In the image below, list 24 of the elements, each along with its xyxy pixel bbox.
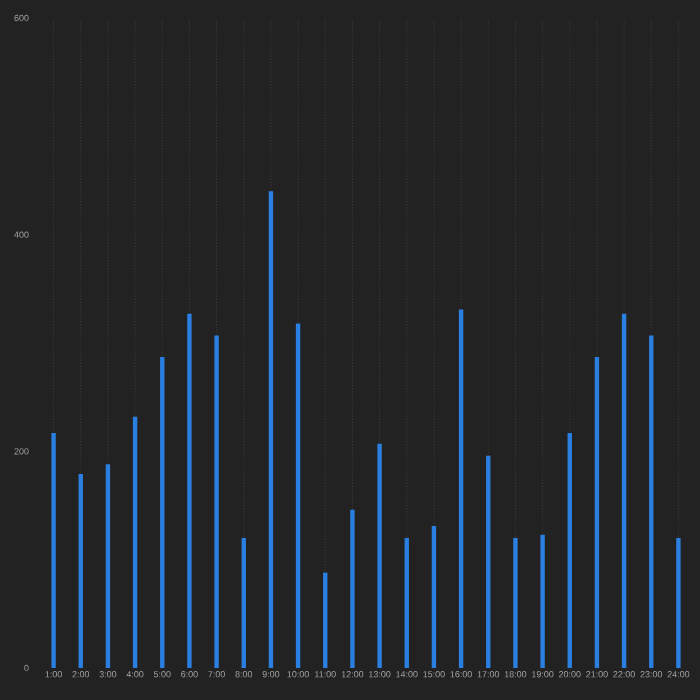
bar [649,335,654,668]
bar [105,464,111,668]
bar [404,538,409,668]
bar [540,534,545,668]
bar [51,432,56,668]
bar [268,191,274,668]
bar [676,538,681,668]
bar [132,416,138,668]
bar [594,357,600,668]
bar [295,323,301,668]
bar [350,509,355,668]
bar [78,474,83,668]
bar [621,313,627,668]
bar [431,526,437,668]
bar [486,455,491,668]
bar [567,432,572,668]
bar [160,357,165,668]
bar [377,443,382,668]
bar [323,572,328,668]
bar [458,309,464,668]
bar [513,538,518,668]
bar [241,538,246,668]
bar [214,335,219,668]
bar [187,313,192,668]
